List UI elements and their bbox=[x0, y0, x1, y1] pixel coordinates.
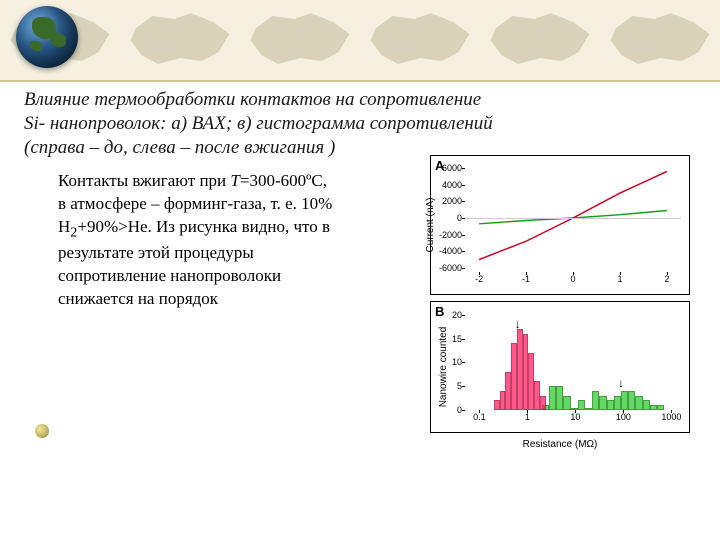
body-text: Контакты вжигают при T=300-600ºC, в атмо… bbox=[58, 170, 338, 311]
plot-b: 051015200.11101001000↓↓ bbox=[465, 310, 681, 410]
panel-label-b: B bbox=[435, 304, 444, 319]
chart-b-xlabel: Resistance (MΩ) bbox=[523, 439, 598, 450]
charts: A -6000-4000-20000200040006000-2-1012 Cu… bbox=[430, 155, 690, 439]
divider bbox=[0, 80, 720, 82]
globe-icon bbox=[16, 6, 78, 68]
title-line-2: Si- нанопроволок: а) ВАХ; в) гистограмма… bbox=[24, 113, 493, 134]
plot-a: -6000-4000-20000200040006000-2-1012 bbox=[465, 164, 681, 272]
title-line-1: Влияние термообработки контактов на сопр… bbox=[24, 89, 481, 110]
chart-a-ylabel: Current (nA) bbox=[425, 197, 436, 252]
chart-a-iv-curve: A -6000-4000-20000200040006000-2-1012 Cu… bbox=[430, 155, 690, 295]
map-pattern bbox=[0, 0, 720, 80]
slide-title: Влияние термообработки контактов на сопр… bbox=[24, 88, 696, 159]
chart-b-ylabel: Nanowire counted bbox=[438, 327, 449, 408]
chart-b-histogram: B 051015200.11101001000↓↓ Nanowire count… bbox=[430, 301, 690, 433]
title-line-3: (справа – до, слева – после вжигания ) bbox=[24, 137, 335, 158]
bullet-icon bbox=[35, 424, 49, 438]
